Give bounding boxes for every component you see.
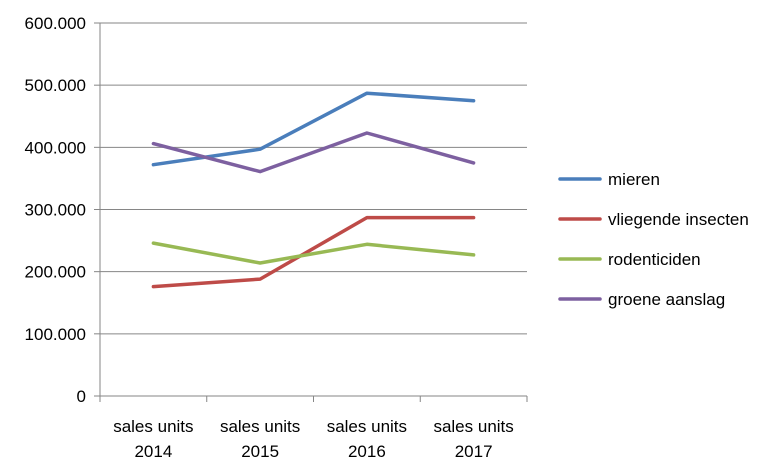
x-tick-labels: sales units 2014 sales units 2015 sales unit…	[113, 417, 514, 460]
y-tick-label: 200.000	[25, 263, 86, 282]
legend-label: vliegende insecten	[608, 210, 749, 229]
series-lines	[151, 91, 476, 289]
x-tick-label: sales units	[220, 417, 300, 436]
y-tick-label: 500.000	[25, 76, 86, 95]
axes	[94, 22, 528, 402]
y-tick-label: 600.000	[25, 14, 86, 33]
series-line-groene-aanslag	[151, 131, 476, 174]
x-tick-label: sales units	[327, 417, 407, 436]
x-tick-label: sales units	[113, 417, 193, 436]
x-tick-label: sales units	[433, 417, 513, 436]
y-tick-labels: 0 100.000 200.000 300.000 400.000 500.000 600.…	[25, 14, 86, 406]
x-tick-label: 2014	[134, 442, 172, 460]
x-tick-label: 2015	[241, 442, 279, 460]
y-tick-label: 0	[77, 387, 86, 406]
x-tick-label: 2017	[455, 442, 493, 460]
y-tick-label: 400.000	[25, 138, 86, 157]
legend: mieren vliegende insecten rodenticiden groe…	[558, 170, 749, 309]
y-tick-label: 300.000	[25, 201, 86, 220]
legend-label: groene aanslag	[608, 290, 725, 309]
y-tick-label: 100.000	[25, 325, 86, 344]
legend-label: mieren	[608, 170, 660, 189]
legend-label: rodenticiden	[608, 250, 701, 269]
x-tick-label: 2016	[348, 442, 386, 460]
series-line-rodenticiden	[151, 241, 476, 265]
series-line-vliegende-insecten	[151, 215, 476, 289]
